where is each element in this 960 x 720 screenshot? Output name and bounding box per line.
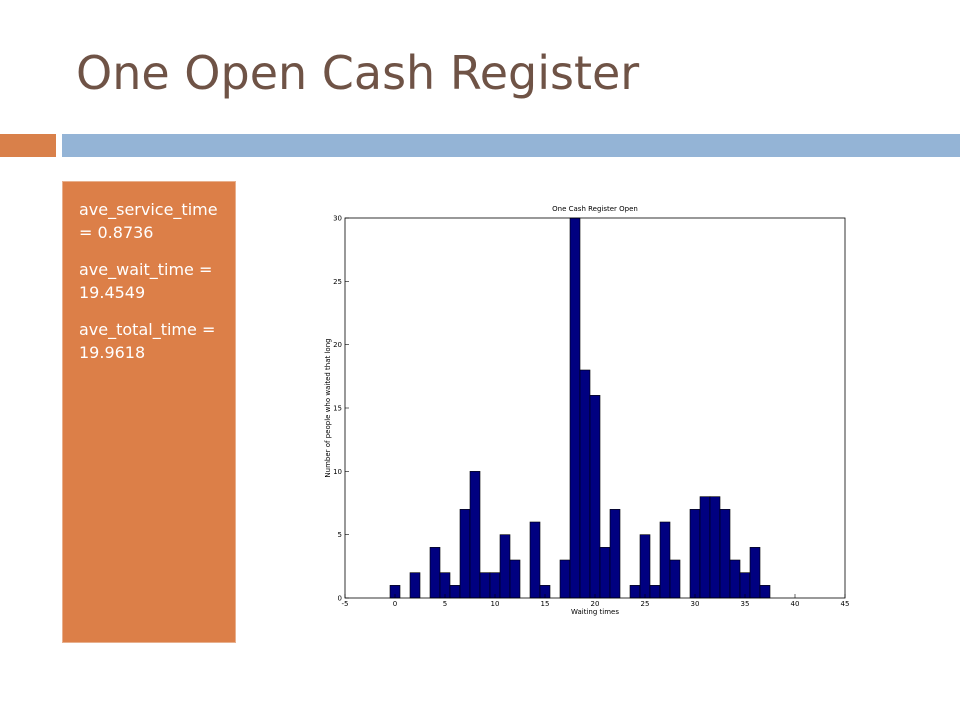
bar xyxy=(749,547,761,599)
bar xyxy=(449,585,461,599)
stat-line: ave_wait_time = 19.4549 xyxy=(79,260,213,302)
accent-bar xyxy=(0,134,56,157)
bar xyxy=(689,509,701,599)
y-tick-label: 10 xyxy=(333,468,342,476)
text-box: ave_service_time = 0.8736 ave_wait_time … xyxy=(62,181,236,643)
bar xyxy=(759,585,771,599)
bar xyxy=(669,559,681,599)
y-tick-label: 30 xyxy=(333,215,342,223)
x-tick-label: 0 xyxy=(393,600,397,608)
bar xyxy=(459,509,471,599)
bar xyxy=(429,547,441,599)
bar xyxy=(409,572,421,599)
bar xyxy=(479,572,491,599)
slide-title: One Open Cash Register xyxy=(76,46,640,100)
bar xyxy=(609,509,621,599)
bar xyxy=(629,585,641,599)
bar xyxy=(699,496,711,599)
x-tick-label: 40 xyxy=(791,600,800,608)
x-tick-label: -5 xyxy=(342,600,349,608)
bar xyxy=(569,217,581,599)
bar xyxy=(509,559,521,599)
bar xyxy=(719,509,731,599)
bar xyxy=(659,521,671,599)
x-tick-label: 35 xyxy=(741,600,750,608)
x-tick-label: 45 xyxy=(841,600,850,608)
chart-title: One Cash Register Open xyxy=(552,205,638,213)
bar xyxy=(499,534,511,599)
bar xyxy=(579,369,591,599)
bar xyxy=(529,521,541,599)
x-tick-label: 25 xyxy=(641,600,650,608)
y-tick-label: 15 xyxy=(333,405,342,413)
y-tick-label: 5 xyxy=(338,531,342,539)
y-tick-label: 25 xyxy=(333,278,342,286)
stat-line: ave_total_time =19.9618 xyxy=(79,320,216,362)
bar xyxy=(709,496,721,599)
bar xyxy=(649,585,661,599)
x-tick-label: 10 xyxy=(491,600,500,608)
bar xyxy=(559,559,571,599)
y-axis-label: Number of people who waited that long xyxy=(324,338,332,477)
bar xyxy=(469,471,481,599)
bar xyxy=(729,559,741,599)
bar xyxy=(589,395,601,599)
bar xyxy=(639,534,651,599)
x-tick-label: 15 xyxy=(541,600,550,608)
accent-bar xyxy=(62,134,960,157)
y-tick-label: 20 xyxy=(333,341,342,349)
bar xyxy=(599,547,611,599)
x-axis-label: Waiting times xyxy=(571,608,619,616)
stat-line: ave_service_time = 0.8736 xyxy=(79,200,218,242)
x-tick-label: 5 xyxy=(443,600,447,608)
y-tick-label: 0 xyxy=(338,595,342,603)
x-tick-label: 30 xyxy=(691,600,700,608)
x-tick-label: 20 xyxy=(591,600,600,608)
